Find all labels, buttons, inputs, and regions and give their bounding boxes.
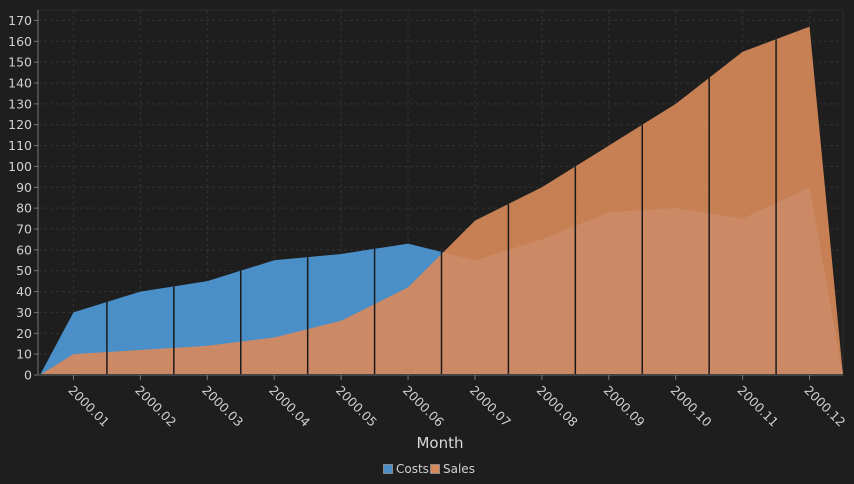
- y-tick-label: 100: [8, 159, 32, 174]
- x-axis-title: Month: [416, 434, 463, 452]
- x-tick-label: 2000.10: [668, 383, 715, 430]
- y-tick-label: 120: [8, 117, 32, 132]
- y-tick-label: 20: [16, 326, 32, 341]
- y-tick-label: 170: [8, 13, 32, 28]
- legend-swatch-sales: [431, 465, 440, 474]
- x-tick-label: 2000.08: [534, 383, 581, 430]
- y-tick-label: 50: [16, 263, 32, 278]
- x-tick-label: 2000.09: [601, 383, 648, 430]
- y-tick-label: 150: [8, 55, 32, 70]
- y-tick-label: 60: [16, 242, 32, 257]
- y-tick-label: 110: [8, 138, 32, 153]
- x-tick-label: 2000.03: [199, 383, 246, 430]
- y-tick-label: 140: [8, 76, 32, 91]
- y-tick-label: 40: [16, 284, 32, 299]
- x-tick-label: 2000.11: [735, 383, 782, 430]
- legend-swatch-costs: [384, 465, 393, 474]
- y-tick-label: 10: [16, 347, 32, 362]
- y-tick-label: 80: [16, 201, 32, 216]
- x-tick-label: 2000.12: [801, 383, 848, 430]
- y-tick-label: 160: [8, 34, 32, 49]
- y-tick-label: 130: [8, 96, 32, 111]
- y-tick-label: 30: [16, 305, 32, 320]
- x-tick-label: 2000.02: [132, 383, 179, 430]
- x-tick-label: 2000.07: [467, 383, 514, 430]
- x-tick-label: 2000.06: [400, 383, 447, 430]
- y-tick-label: 0: [24, 368, 32, 383]
- legend-label-sales: Sales: [443, 462, 475, 476]
- y-tick-label: 70: [16, 222, 32, 237]
- legend-label-costs: Costs: [396, 462, 429, 476]
- legend: Costs Sales: [384, 462, 475, 476]
- x-tick-label: 2000.01: [65, 383, 112, 430]
- y-tick-label: 90: [16, 180, 32, 195]
- x-tick-label: 2000.04: [266, 383, 313, 430]
- x-tick-label: 2000.05: [333, 383, 380, 430]
